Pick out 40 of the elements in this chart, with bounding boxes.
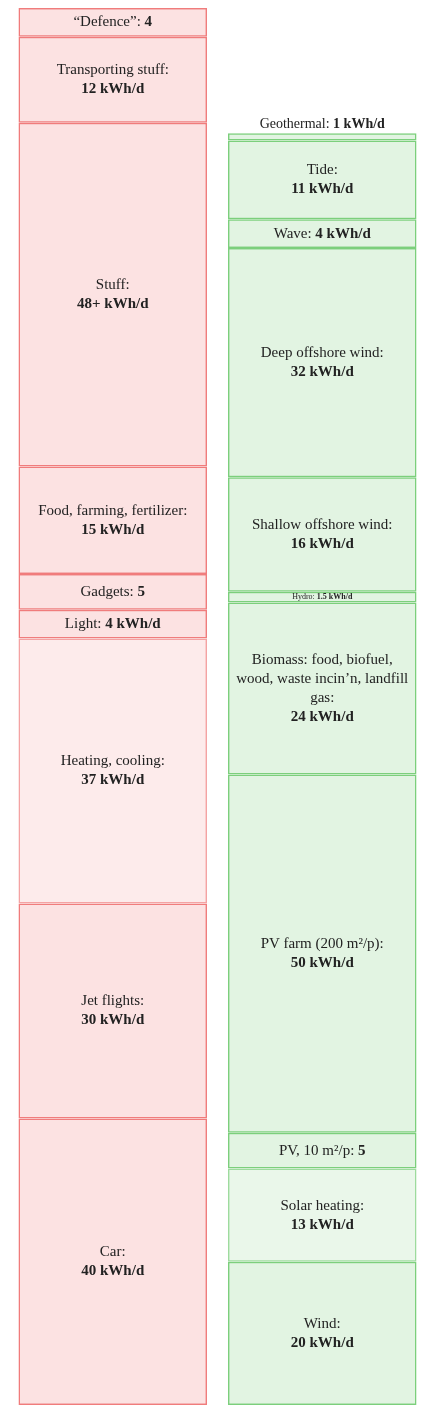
series-label: Deep offshore wind: (260, 344, 384, 361)
series-label: Shallow offshore wind: (251, 516, 393, 532)
data-label: 4 (144, 13, 153, 30)
data-label: 15 kWh/d (81, 520, 145, 537)
data-label: 1.5 kWh/d (316, 592, 353, 602)
series-label: Wave: (273, 224, 316, 241)
series-label: Biomass: food, biofuel, wood, waste incin’n, landfill gas: (236, 651, 409, 706)
data-label: 48+ kWh/d (77, 294, 150, 311)
data-label: 50 kWh/d (290, 954, 355, 971)
data-label: 30 kWh/d (81, 1011, 145, 1028)
data-label: 16 kWh/d (290, 534, 355, 551)
data-label: 4 kWh/d (105, 614, 162, 631)
series-label: Geothermal: (259, 116, 334, 132)
series-label: PV, 10 m²/p: (278, 1141, 359, 1158)
data-label: 20 kWh/d (290, 1333, 355, 1350)
data-label: 24 kWh/d (290, 707, 355, 724)
series-label: Tide: (306, 161, 338, 178)
series-label: Heating, cooling: (60, 752, 165, 769)
data-label: 32 kWh/d (290, 363, 355, 379)
series-label: Light: (64, 615, 106, 632)
series-label: Gadgets: (80, 582, 138, 599)
series-label: Hydro: (292, 592, 317, 602)
data-label: 5 (358, 1141, 366, 1158)
data-label: 13 kWh/d (290, 1215, 355, 1232)
series-label: “Defence”: (73, 13, 145, 30)
data-label: 37 kWh/d (81, 771, 145, 788)
data-label: 1 kWh/d (333, 115, 386, 131)
data-label: 12 kWh/d (81, 80, 145, 97)
series-label: Transporting stuff: (56, 61, 169, 78)
data-label: 4 kWh/d (315, 224, 372, 241)
series-label: Food, farming, fertilizer: (38, 501, 188, 518)
data-label: 5 (137, 582, 146, 599)
series-label: Wind: (303, 1314, 341, 1331)
series-label: Solar heating: (280, 1196, 365, 1213)
series-label: Stuff: (95, 276, 130, 292)
series-label: PV farm (200 m²/p): (260, 935, 384, 953)
series-label: Jet flights: (81, 992, 145, 1009)
data-label: 40 kWh/d (81, 1262, 145, 1279)
data-label: 11 kWh/d (291, 180, 354, 197)
series-label: Car: (99, 1243, 126, 1260)
